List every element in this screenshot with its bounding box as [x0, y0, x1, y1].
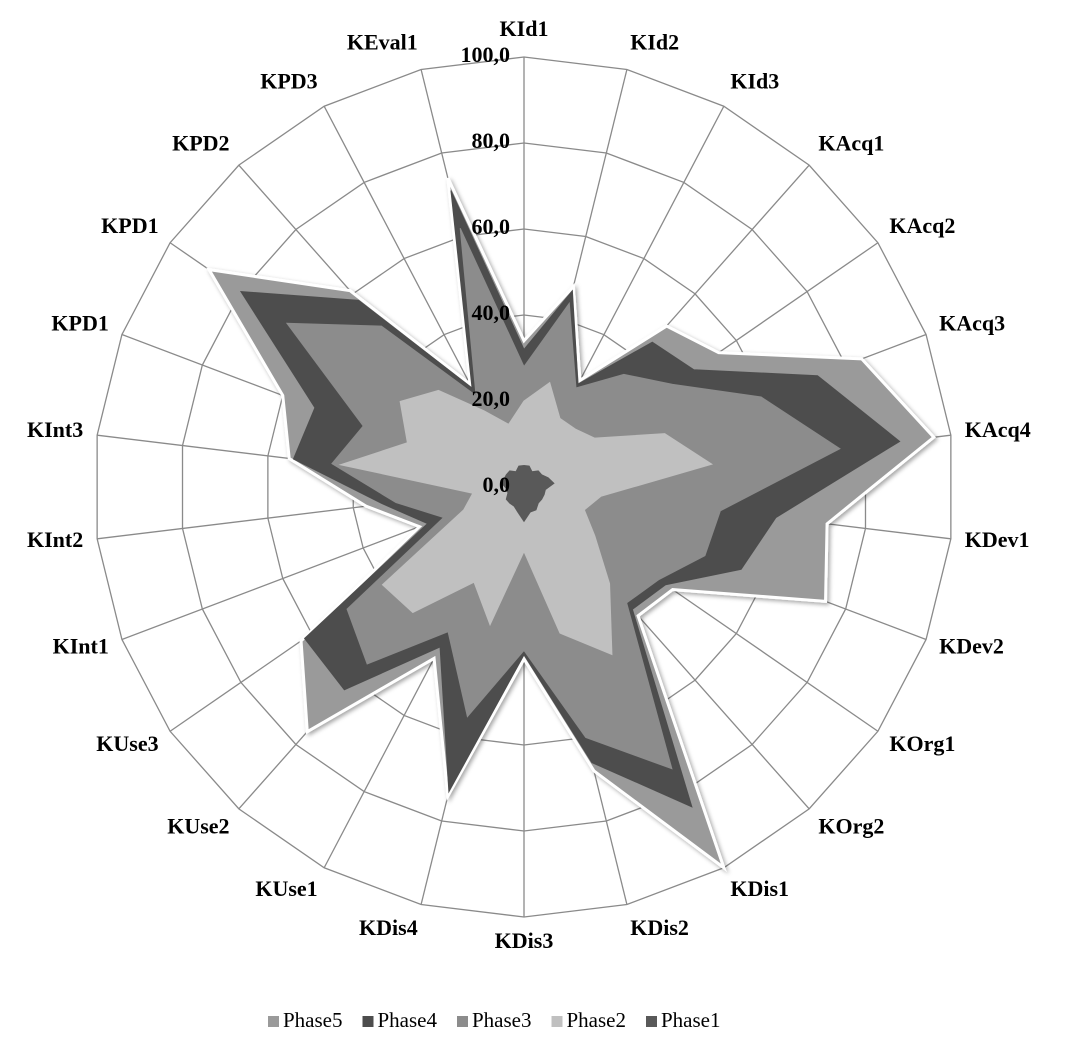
category-label: KInt3 [27, 417, 83, 442]
category-label: KDev1 [965, 527, 1030, 552]
category-label: KOrg2 [818, 813, 884, 838]
legend-label: Phase3 [472, 1008, 532, 1032]
legend: Phase5 Phase4 Phase3 Phase2 Phase1 [268, 1008, 721, 1032]
category-label: KId3 [730, 68, 779, 93]
category-label: KDis1 [730, 876, 789, 901]
category-label: KOrg1 [889, 731, 955, 756]
category-label: KEval1 [347, 29, 418, 54]
r-tick-label: 80,0 [472, 128, 511, 153]
category-label: KAcq1 [818, 131, 884, 156]
category-label: KAcq3 [939, 310, 1005, 335]
category-label: KUse1 [255, 876, 317, 901]
category-label: KId1 [500, 16, 549, 41]
category-label: KInt1 [53, 634, 109, 659]
category-label: KAcq4 [965, 417, 1031, 442]
r-tick-label: 40,0 [472, 300, 511, 325]
r-tick-label: 100,0 [461, 42, 511, 67]
legend-swatch [457, 1016, 468, 1027]
category-label: KDis2 [630, 915, 689, 940]
legend-swatch [551, 1016, 563, 1027]
plot-area [206, 177, 936, 872]
r-tick-label: 20,0 [472, 386, 511, 411]
legend-label: Phase2 [567, 1008, 627, 1032]
category-label: KPD3 [260, 68, 317, 93]
r-tick-label: 0,0 [483, 472, 511, 497]
legend-swatch [362, 1016, 374, 1027]
legend-label: Phase4 [378, 1008, 438, 1032]
legend-label: Phase1 [661, 1008, 721, 1032]
legend-swatch [268, 1016, 279, 1027]
r-tick-label: 60,0 [472, 214, 511, 239]
category-label: KDev2 [939, 634, 1004, 659]
category-label: KAcq2 [889, 213, 955, 238]
category-label: KPD1 [101, 213, 158, 238]
category-label: KDis4 [359, 915, 418, 940]
category-label: KUse2 [167, 813, 229, 838]
category-label: KPD2 [172, 131, 229, 156]
category-label: KInt2 [27, 527, 83, 552]
series-area [502, 464, 555, 523]
category-label: KPD1 [51, 310, 108, 335]
legend-swatch [646, 1016, 657, 1027]
legend-label: Phase5 [283, 1008, 343, 1032]
category-label: KUse3 [96, 731, 158, 756]
category-label: KId2 [630, 29, 679, 54]
category-label: KDis3 [495, 928, 554, 953]
